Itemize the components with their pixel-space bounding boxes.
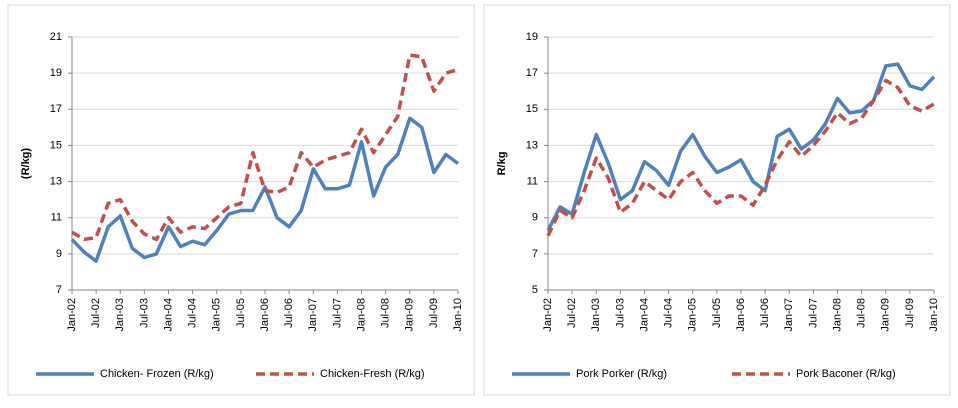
x-tick-label: Jul-03: [138, 298, 150, 328]
x-tick-label: Jan-02: [66, 298, 78, 332]
series-line: [71, 53, 459, 242]
y-tick-label: 13: [50, 175, 62, 187]
series-line: [546, 78, 935, 237]
x-tick-label: Jan-07: [783, 298, 795, 332]
legend-label: Chicken-Fresh (R/kg): [320, 368, 425, 380]
y-tick-label: 7: [532, 248, 538, 260]
y-tick-label: 19: [50, 67, 62, 79]
x-tick-label: Jul-02: [90, 298, 102, 328]
y-tick-label: 21: [50, 31, 62, 43]
y-tick-label: 15: [50, 139, 62, 151]
x-tick-label: Jan-10: [452, 298, 464, 332]
x-tick-label: Jan-06: [735, 298, 747, 332]
x-tick-label: Jul-08: [380, 298, 392, 328]
x-tick-label: Jan-10: [928, 298, 940, 332]
x-tick-label: Jan-09: [880, 298, 892, 332]
panel-left: [7, 4, 475, 396]
y-tick-label: 11: [51, 212, 62, 224]
y-tick-label: 7: [56, 284, 62, 296]
x-tick-label: Jul-05: [235, 298, 247, 328]
x-tick-label: Jan-08: [355, 298, 367, 332]
panel-right: [483, 4, 951, 396]
y-tick-label: 9: [56, 248, 62, 260]
y-tick-label: 13: [526, 139, 538, 151]
y-tick-label: 15: [526, 103, 538, 115]
y-axis-label: (R/kg): [20, 148, 32, 180]
x-tick-label: Jan-06: [259, 298, 271, 332]
x-tick-label: Jul-08: [856, 298, 868, 328]
x-tick-label: Jan-07: [307, 298, 319, 332]
y-axis-label: R/kg: [496, 152, 508, 176]
x-tick-label: Jul-07: [807, 298, 819, 328]
x-tick-label: Jul-06: [283, 298, 295, 328]
y-tick-label: 9: [532, 212, 538, 224]
x-tick-label: Jul-06: [759, 298, 771, 328]
legend-label: Pork Porker (R/kg): [576, 368, 667, 380]
y-tick-label: 17: [526, 67, 538, 79]
x-tick-label: Jan-03: [590, 298, 602, 332]
x-tick-label: Jul-02: [566, 298, 578, 328]
x-tick-label: Jul-05: [711, 298, 723, 328]
legend-label: Chicken- Frozen (R/kg): [100, 368, 214, 380]
y-tick-label: 11: [527, 175, 538, 187]
series-line: [70, 116, 460, 263]
x-tick-label: Jul-04: [187, 298, 199, 328]
x-tick-label: Jan-05: [211, 298, 223, 332]
x-tick-label: Jan-08: [831, 298, 843, 332]
x-tick-label: Jan-02: [542, 298, 554, 332]
x-tick-label: Jul-09: [428, 298, 440, 328]
x-tick-label: Jul-04: [663, 298, 675, 328]
x-tick-label: Jan-04: [638, 298, 650, 332]
x-tick-label: Jan-03: [114, 298, 126, 332]
x-tick-label: Jan-05: [687, 298, 699, 332]
legend-label: Pork Baconer (R/kg): [796, 368, 896, 380]
y-tick-label: 19: [526, 31, 538, 43]
x-tick-label: Jul-09: [904, 298, 916, 328]
y-tick-label: 5: [532, 284, 538, 296]
x-tick-label: Jul-07: [331, 298, 343, 328]
x-tick-label: Jul-03: [614, 298, 626, 328]
x-tick-label: Jan-09: [404, 298, 416, 332]
x-tick-label: Jan-04: [162, 298, 174, 332]
y-tick-label: 17: [50, 103, 62, 115]
